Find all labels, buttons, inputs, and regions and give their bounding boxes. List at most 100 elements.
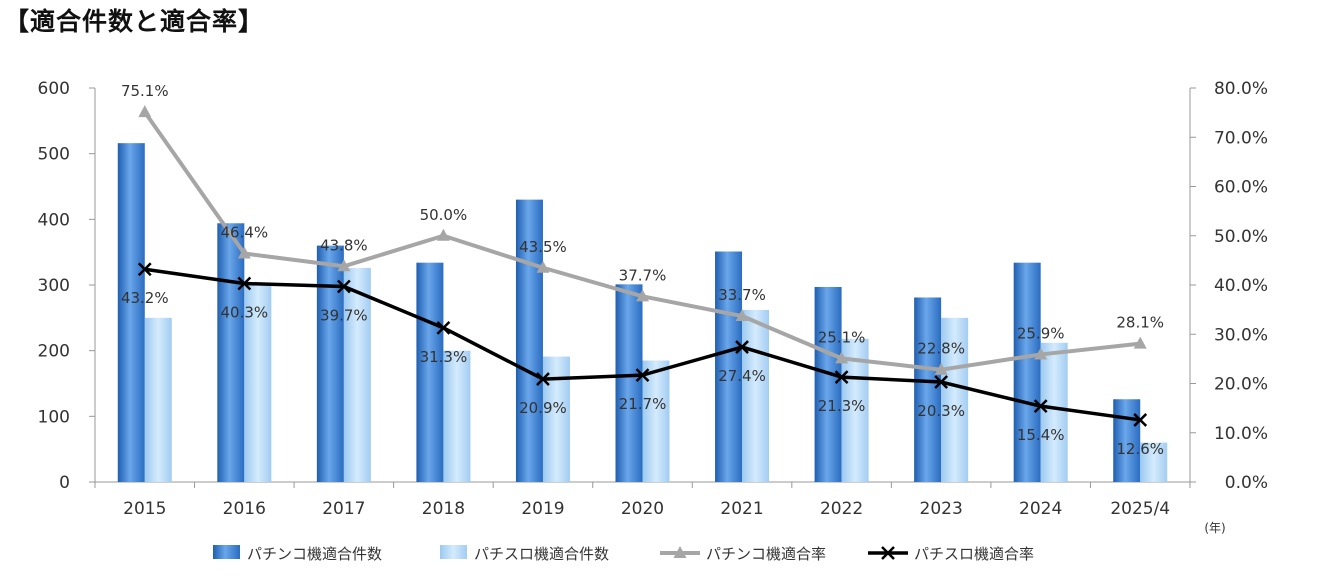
- bar-pachinko-count: [814, 286, 842, 482]
- x-tick-label: 2023: [920, 499, 963, 519]
- legend-item: パチスロ機適合件数: [440, 545, 609, 563]
- data-label-pachinko-rate: 25.9%: [1017, 324, 1065, 342]
- data-label-pachislo-rate: 43.2%: [121, 289, 169, 307]
- marker-pachislo-rate: [635, 368, 650, 383]
- marker-pachinko-rate: [1133, 336, 1147, 349]
- marker-stroke: [137, 262, 152, 277]
- marker-stroke: [934, 375, 949, 389]
- x-tick-label: 2019: [521, 499, 564, 519]
- marker-stroke: [336, 279, 351, 294]
- bar-pachinko-count: [515, 199, 543, 482]
- marker-pachislo-rate: [934, 375, 949, 389]
- data-label-pachinko-rate: 25.1%: [818, 328, 866, 346]
- data-label-pachislo-rate: 20.9%: [519, 399, 567, 417]
- legend: パチンコ機適合件数 パチスロ機適合件数 パチンコ機適合率 パチスロ機適合率: [213, 545, 1034, 563]
- left-tick-label: 300: [38, 276, 70, 296]
- data-label-pachinko-rate: 50.0%: [420, 206, 468, 224]
- marker-stroke: [436, 320, 451, 335]
- marker-pachinko-rate: [1034, 347, 1048, 360]
- marker-pachinko-rate: [337, 259, 351, 272]
- chart-title: 【適合件数と適合率】: [4, 7, 265, 36]
- data-label-pachinko-rate: 46.4%: [220, 223, 268, 241]
- marker-pachislo-rate: [237, 276, 252, 291]
- data-label-pachislo-rate: 27.4%: [718, 367, 766, 385]
- marker-stroke: [735, 340, 749, 354]
- x-tick-label: 2020: [621, 499, 664, 519]
- marker-stroke: [834, 370, 849, 384]
- bar-pachislo-count: [443, 350, 471, 482]
- left-tick-label: 400: [38, 210, 70, 230]
- legend-swatch: [213, 545, 240, 559]
- data-label-pachinko-rate: 28.1%: [1116, 314, 1164, 332]
- data-label-pachislo-rate: 15.4%: [1017, 426, 1065, 444]
- legend-label: パチスロ機適合件数: [474, 545, 609, 563]
- data-label-pachislo-rate: 39.7%: [320, 306, 368, 324]
- x-tick-label: 2017: [322, 499, 365, 519]
- marker-stroke: [1033, 399, 1048, 414]
- marker-stroke: [1133, 413, 1148, 427]
- marker-pachislo-rate: [336, 279, 351, 294]
- data-label-pachislo-rate: 21.7%: [619, 395, 667, 413]
- bar-pachislo-count: [144, 317, 172, 482]
- bar-pachinko-count: [914, 297, 942, 482]
- bar-pachislo-count: [742, 309, 770, 482]
- data-label-pachinko-rate: 43.8%: [320, 236, 368, 254]
- marker-pachislo-rate: [536, 372, 550, 386]
- bar-pachislo-count: [244, 285, 272, 482]
- marker-pachinko-rate: [237, 246, 251, 259]
- right-tick-label: 10.0%: [1214, 424, 1268, 444]
- marker-pachinko-rate: [636, 289, 649, 302]
- marker-stroke: [536, 372, 550, 386]
- legend-marker: [673, 546, 687, 558]
- data-labels: 75.1% 46.4% 43.8% 50.0% 43.5% 37.7% 33.7% 25.1%…: [121, 82, 1164, 458]
- data-label-pachinko-rate: 22.8%: [917, 340, 965, 358]
- x-tick-label: 2021: [720, 499, 763, 519]
- legend-swatch: [440, 545, 467, 559]
- bar-pachinko-count: [1013, 262, 1041, 482]
- data-label-pachinko-rate: 43.5%: [519, 238, 567, 256]
- x-tick-label: 2024: [1019, 499, 1062, 519]
- x-tick-label: 2025/4: [1110, 499, 1170, 519]
- bar-pachinko-count: [615, 284, 643, 482]
- x-unit-label: (年): [1204, 521, 1225, 535]
- left-tick-label: 0: [59, 473, 70, 493]
- right-tick-label: 40.0%: [1214, 276, 1268, 296]
- data-label-pachislo-rate: 21.3%: [818, 397, 866, 415]
- marker-stroke: [635, 368, 650, 383]
- marker-pachislo-rate: [1033, 399, 1048, 414]
- bar-pachinko-count: [715, 251, 743, 482]
- legend-label: パチンコ機適合率: [706, 545, 826, 563]
- bars: [117, 143, 1168, 483]
- right-tick-label: 0.0%: [1225, 473, 1268, 493]
- right-tick-label: 70.0%: [1214, 128, 1268, 148]
- right-tick-label: 50.0%: [1214, 227, 1268, 247]
- bar-pachislo-count: [343, 267, 371, 482]
- legend-label: パチスロ機適合率: [914, 545, 1034, 563]
- left-tick-label: 500: [38, 145, 70, 165]
- legend-item: パチスロ機適合率: [868, 545, 1034, 563]
- data-label-pachislo-rate: 12.6%: [1116, 440, 1164, 458]
- bar-pachislo-count: [1040, 342, 1068, 482]
- data-label-pachislo-rate: 40.3%: [220, 304, 268, 322]
- marker-pachinko-rate: [835, 351, 849, 364]
- legend-marker: [881, 546, 895, 560]
- data-label-pachislo-rate: 20.3%: [917, 402, 965, 420]
- x-tick-label: 2022: [820, 499, 863, 519]
- marker-pachinko-rate: [436, 228, 450, 241]
- axes: 0 100 200 300 400 500 600 0.0% 10.0% 20.0% 30.0% 40…: [38, 79, 1268, 535]
- x-tick-label: 2016: [223, 499, 266, 519]
- lines: [137, 105, 1148, 427]
- left-tick-label: 200: [38, 342, 70, 362]
- data-label-pachinko-rate: 37.7%: [619, 266, 667, 284]
- x-tick-label: 2015: [123, 499, 166, 519]
- data-label-pachinko-rate: 75.1%: [121, 82, 169, 100]
- bar-pachinko-count: [217, 223, 245, 483]
- bar-pachislo-count: [941, 317, 969, 482]
- marker-pachislo-rate: [137, 262, 152, 277]
- legend-item: パチンコ機適合率: [660, 545, 826, 563]
- marker-pachislo-rate: [735, 340, 749, 354]
- right-tick-label: 60.0%: [1214, 178, 1268, 198]
- data-label-pachinko-rate: 33.7%: [718, 286, 766, 304]
- marker-pachislo-rate: [436, 320, 451, 335]
